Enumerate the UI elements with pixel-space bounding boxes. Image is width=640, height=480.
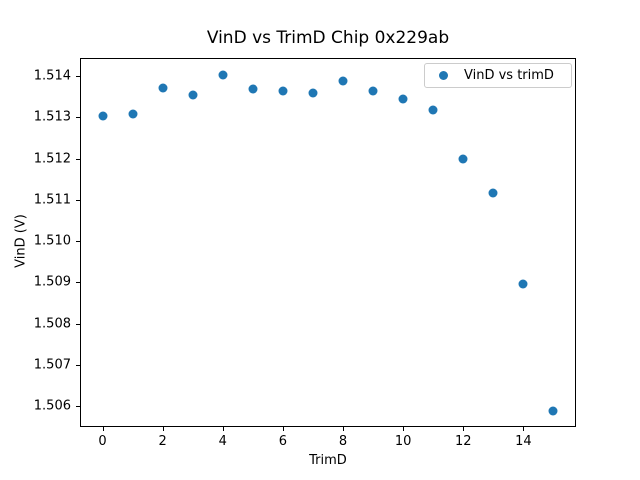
y-tick-mark (76, 117, 80, 119)
y-tick-mark (76, 323, 80, 325)
x-tick-label: 2 (158, 433, 167, 449)
x-tick-mark (403, 427, 405, 432)
x-tick-label: 4 (218, 433, 227, 449)
y-tick-label: 1.510 (33, 233, 71, 249)
x-tick-mark (523, 427, 525, 432)
y-tick-label: 1.512 (33, 151, 71, 167)
y-tick-mark (76, 282, 80, 284)
data-point (488, 188, 498, 198)
data-point (188, 90, 198, 100)
x-tick-label: 8 (338, 433, 348, 449)
legend-marker-dot (439, 71, 448, 80)
data-point (458, 154, 468, 164)
y-tick-label: 1.507 (33, 357, 71, 373)
y-tick-label: 1.513 (33, 109, 71, 125)
data-point (518, 279, 528, 289)
chart-title: VinD vs TrimD Chip 0x229ab (206, 28, 450, 48)
x-tick-mark (102, 427, 104, 432)
y-tick-label: 1.511 (33, 192, 71, 208)
data-point (338, 76, 348, 86)
y-tick-mark (76, 158, 80, 160)
x-axis-label: TrimD (309, 453, 347, 468)
y-tick-mark (76, 76, 80, 78)
x-tick-mark (282, 427, 284, 432)
y-tick-label: 1.506 (33, 398, 71, 414)
y-tick-label: 1.509 (33, 274, 71, 290)
data-point (128, 109, 138, 119)
data-point (218, 70, 228, 80)
y-tick-mark (76, 406, 80, 408)
x-tick-label: 10 (394, 433, 412, 449)
x-tick-mark (222, 427, 224, 432)
y-tick-mark (76, 364, 80, 366)
data-point (548, 406, 558, 416)
y-tick-label: 1.514 (33, 68, 71, 84)
data-point (98, 111, 108, 121)
data-point (398, 94, 408, 104)
y-tick-mark (76, 199, 80, 201)
x-tick-label: 14 (515, 433, 532, 449)
data-point (308, 88, 318, 98)
x-tick-label: 12 (454, 433, 472, 449)
data-point (248, 84, 258, 94)
x-tick-label: 0 (98, 433, 107, 449)
data-point (368, 86, 378, 96)
legend: VinD vs trimD (424, 63, 572, 88)
data-point (278, 86, 288, 96)
x-tick-mark (343, 427, 345, 432)
x-tick-mark (162, 427, 164, 432)
data-point (428, 105, 438, 115)
x-tick-mark (463, 427, 465, 432)
x-tick-label: 6 (278, 433, 288, 449)
legend-label: VinD vs trimD (464, 68, 554, 83)
y-tick-mark (76, 241, 80, 243)
plot-area (80, 57, 576, 428)
data-point (158, 83, 168, 93)
y-tick-label: 1.508 (33, 316, 71, 332)
